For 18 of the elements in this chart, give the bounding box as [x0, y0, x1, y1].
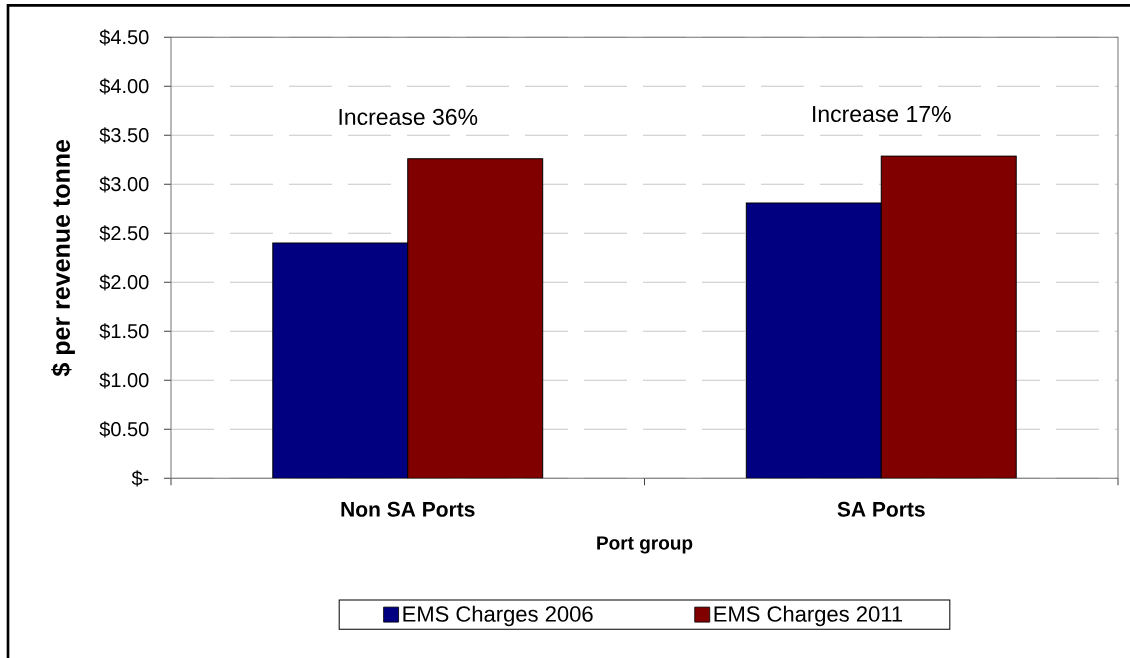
y-tick-label: $1.00 [99, 372, 149, 389]
x-axis-title: Port group [597, 536, 693, 554]
y-tick-label: $3.50 [99, 127, 149, 144]
y-tick-label: $2.00 [99, 274, 149, 291]
x-tick-label: Non SA Ports [341, 501, 475, 517]
legend-label: EMS Charges 2006 [403, 605, 593, 627]
y-tick-label: $0.50 [99, 421, 149, 438]
y-tick-label: $4.50 [99, 29, 149, 46]
y-tick-label: $4.00 [99, 78, 149, 95]
y-tick-label: $2.50 [99, 225, 149, 242]
annotation: Increase 36% [339, 108, 478, 126]
y-tick-label: $3.00 [99, 176, 149, 193]
x-tick-label: SA Ports [837, 501, 925, 517]
annotation: Increase 17% [813, 105, 951, 123]
y-tick-label: $1.50 [99, 323, 149, 340]
legend-label: EMS Charges 2011 [714, 605, 903, 627]
y-axis-title: $ per revenue tonne [51, 139, 75, 377]
y-tick-label: $- [131, 470, 149, 487]
